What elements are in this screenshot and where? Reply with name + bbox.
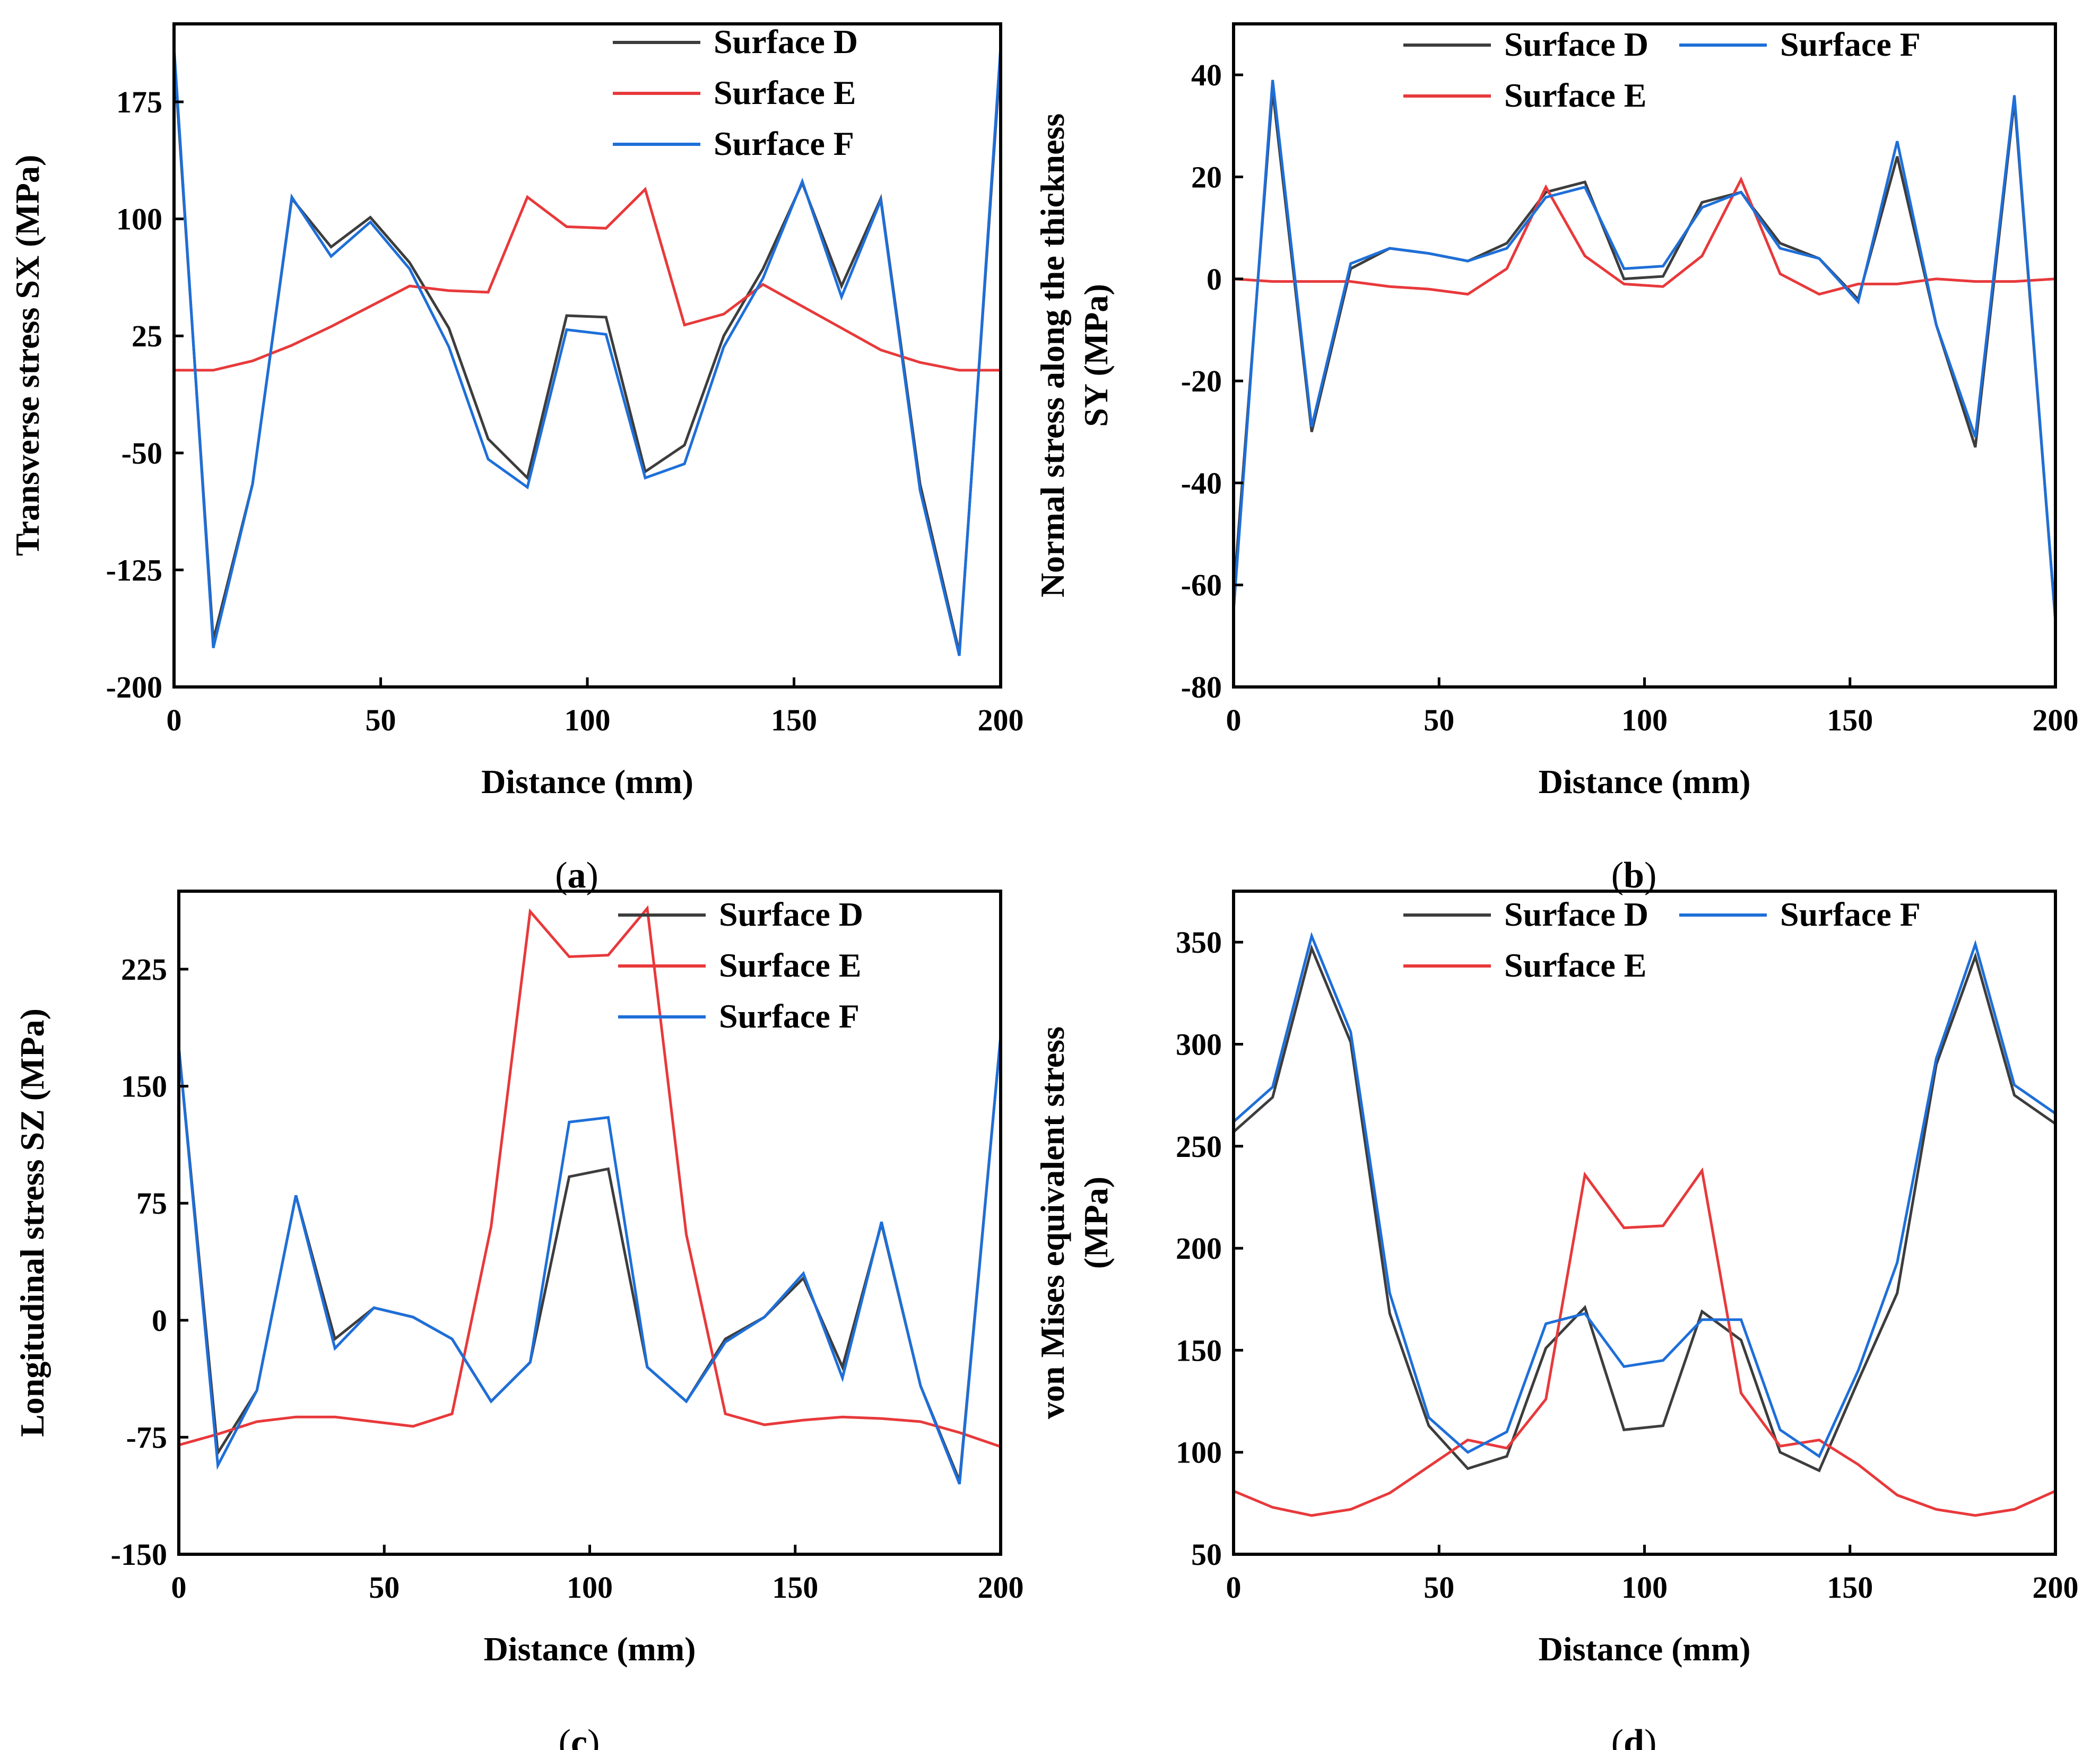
y-tick-label: 0 [1207,262,1222,297]
x-axis-title: Distance (mm) [481,763,693,800]
y-tick-label: -20 [1181,364,1222,398]
chart-panel-c: 0 50 100 150 200 -150 -75 0 75 150 225 Distance (mm… [13,890,1024,1750]
legend-label: Surface F [719,997,860,1035]
legend-label: Surface F [714,125,854,162]
x-tick-label: 150 [772,1570,818,1605]
plot-frame [172,22,1002,689]
x-tick-label: 0 [167,703,182,737]
y-tick-label: 350 [1176,925,1222,960]
y-tick-label: 75 [136,1186,167,1221]
y-tick-label: 100 [116,202,162,237]
y-tick-label: -80 [1181,670,1222,704]
y-tick-label: -75 [126,1420,167,1455]
x-tick-label: 200 [978,1570,1024,1605]
y-tick-label: 175 [116,85,162,119]
series-line-surface-d [179,1036,1001,1482]
panel-label: (a) [555,855,598,896]
series-line-surface-e [179,905,1001,1448]
y-tick-label: 150 [121,1069,167,1104]
legend-label: Surface D [714,23,858,60]
legend-label: Surface E [1504,76,1646,114]
y-tick-label: 250 [1176,1129,1222,1164]
series-line-surface-d [1234,944,2055,1473]
x-tick-label: 200 [2033,1570,2079,1605]
y-tick-label: -150 [111,1537,167,1572]
series-line-surface-e [1234,176,2055,296]
chart-panel-d: 0 50 100 150 20050100150200250300350Distance… [1034,890,2079,1750]
legend-label: Surface E [719,946,861,984]
x-axis-title: Distance (mm) [1539,763,1751,800]
series-line-surface-e [174,187,1001,372]
x-tick-label: 50 [1424,703,1454,737]
x-tick-label: 100 [1621,703,1668,737]
x-axis-title: Distance (mm) [1539,1630,1751,1668]
x-tick-label: 50 [366,703,396,737]
y-tick-label: 200 [1176,1231,1222,1266]
series-line-surface-d [174,55,1001,653]
panel-label: (d) [1611,1722,1657,1750]
legend-label: Surface E [1504,946,1646,984]
series-line-surface-f [179,1036,1001,1485]
panel-label: (b) [1611,855,1657,896]
x-tick-label: 100 [567,1570,613,1605]
legend: Surface D Surface E Surface F [618,895,863,1035]
legend-label: Surface D [719,895,863,933]
x-tick-label: 200 [2033,703,2079,737]
plot-frame [1232,890,2057,1556]
series-line-surface-e [1234,1167,2055,1517]
legend: Surface D Surface E Surface F [613,23,858,162]
legend-label: Surface F [1780,895,1921,933]
y-tick-label: 100 [1176,1435,1222,1470]
x-tick-label: 0 [1226,1570,1242,1605]
x-tick-label: 150 [1827,703,1873,737]
x-tick-label: 0 [1226,703,1242,737]
x-tick-label: 200 [978,703,1024,737]
y-tick-label: -60 [1181,568,1222,603]
x-tick-label: 100 [565,703,611,737]
y-tick-label: -125 [106,553,162,587]
legend-label: Surface D [1504,895,1648,933]
series-line-surface-f [1234,80,2055,621]
legend: Surface D Surface F Surface E [1403,25,1921,114]
x-tick-label: 50 [1424,1570,1454,1605]
chart-panel-a: 0 50 100 150 200 -200 -125 -50 25 100 175 Distance … [8,22,1024,896]
y-tick-label: 25 [132,319,162,353]
y-axis-title: Longitudinal stress SZ (MPa) [13,1008,51,1437]
x-tick-label: 100 [1621,1570,1668,1605]
series-line-surface-f [174,47,1001,656]
y-axis-title: (MPa) [1077,1177,1115,1269]
y-tick-label: 40 [1191,58,1222,92]
y-tick-label: -40 [1181,466,1222,500]
y-tick-label: 300 [1176,1027,1222,1061]
legend-label: Surface E [714,74,856,111]
y-tick-label: -200 [106,670,162,704]
y-axis-title: Normal stress along the thickness [1034,114,1071,598]
chart-panel-b: 0 50 100 150 200 -80 -60 -40 -20 0 20 40 Distance (m… [1034,22,2079,896]
y-tick-label: 0 [152,1303,167,1338]
series-line-surface-d [1234,90,2055,621]
legend: Surface D Surface F Surface E [1403,895,1921,984]
x-tick-label: 0 [171,1570,187,1605]
y-axis-title: Transverse stress SX (MPa) [8,155,46,556]
legend-label: Surface F [1780,25,1921,63]
plot-frame [1232,22,2057,689]
y-axis-title: SY (MPa) [1077,284,1115,427]
panel-label: (c) [559,1722,600,1750]
legend-label: Surface D [1504,25,1648,63]
x-tick-label: 150 [771,703,817,737]
y-tick-label: -50 [122,436,162,471]
series-line-surface-f [1234,931,2055,1459]
x-tick-label: 50 [369,1570,400,1605]
y-tick-label: 150 [1176,1333,1222,1368]
x-tick-label: 150 [1827,1570,1873,1605]
y-tick-label: 225 [121,952,167,987]
x-axis-title: Distance (mm) [484,1630,696,1668]
y-tick-label: 50 [1191,1537,1222,1572]
y-tick-label: 20 [1191,160,1222,194]
y-axis-title: von Mises equivalent stress [1034,1026,1071,1419]
